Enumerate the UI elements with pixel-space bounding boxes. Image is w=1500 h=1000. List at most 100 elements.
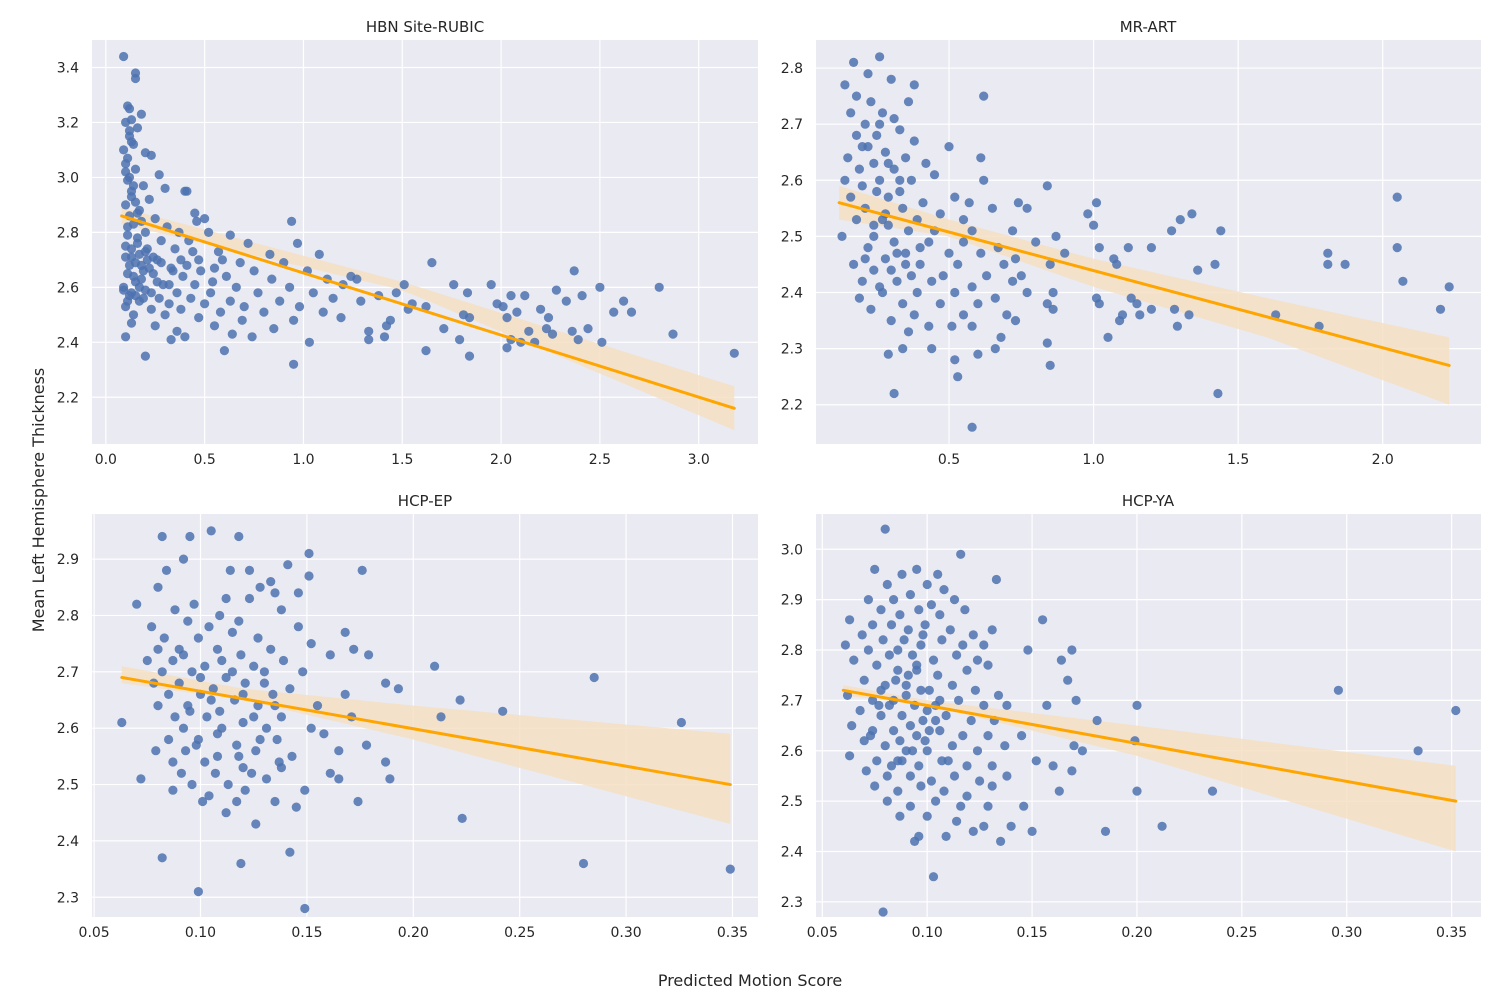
scatter-point	[947, 741, 958, 751]
scatter-point	[949, 771, 960, 781]
scatter-point	[193, 633, 203, 643]
scatter-point	[938, 271, 948, 281]
y-tick-label: 2.4	[57, 834, 79, 850]
scatter-point	[892, 248, 902, 258]
scatter-point	[960, 605, 970, 615]
scatter-point	[1067, 766, 1077, 776]
scatter-point	[136, 274, 146, 284]
y-tick-label: 2.6	[781, 173, 803, 189]
scatter-point	[176, 255, 186, 265]
scatter-point	[947, 321, 957, 331]
scatter-point	[968, 826, 978, 837]
scatter-point	[427, 258, 437, 268]
scatter-point	[1063, 675, 1073, 685]
y-tick-label: 2.3	[781, 342, 803, 358]
scatter-point	[318, 307, 328, 317]
scatter-point	[421, 302, 431, 312]
scatter-point	[891, 675, 901, 685]
scatter-point	[872, 660, 882, 670]
scatter-point	[379, 332, 390, 342]
scatter-point	[153, 582, 163, 592]
scatter-point	[935, 299, 945, 309]
scatter-point	[209, 321, 220, 331]
scatter-point	[849, 57, 859, 67]
scatter-point	[153, 701, 163, 711]
scatter-point	[912, 564, 922, 575]
scatter-point	[901, 690, 911, 701]
scatter-point	[1115, 316, 1125, 326]
scatter-point	[189, 599, 199, 609]
scatter-point	[168, 266, 178, 276]
scatter-point	[393, 684, 403, 694]
scatter-point	[293, 622, 303, 632]
scatter-point	[200, 299, 210, 309]
scatter-point	[1069, 741, 1079, 751]
scatter-point	[937, 635, 947, 645]
scatter-point	[855, 705, 865, 716]
x-tick-label: 0.5	[194, 452, 216, 468]
y-tick-label: 2.6	[57, 280, 79, 296]
scatter-point	[1008, 276, 1018, 286]
scatter-point	[916, 685, 926, 695]
y-tick-label: 2.8	[781, 61, 803, 77]
scatter-point	[905, 771, 916, 781]
scatter-point	[937, 756, 947, 766]
scatter-point	[283, 560, 293, 570]
scatter-point	[866, 304, 876, 314]
scatter-point	[270, 796, 280, 807]
scatter-point	[954, 695, 964, 706]
y-tick-label: 2.6	[781, 744, 803, 760]
scatter-point	[381, 321, 392, 331]
scatter-point	[1042, 299, 1052, 309]
panel-hcp-ep: HCP-EP 0.05 0.10 0.15 0.20 0.25 0.30 0.35 2.3 2.…	[57, 492, 758, 941]
scatter-point	[314, 249, 324, 259]
scatter-point	[926, 600, 937, 610]
scatter-point	[1126, 293, 1136, 303]
scatter-point	[178, 723, 189, 733]
scatter-point	[953, 259, 963, 269]
scatter-point	[1083, 209, 1093, 219]
scatter-point	[178, 271, 188, 281]
scatter-point	[150, 321, 160, 331]
scatter-point	[182, 260, 192, 270]
scatter-point	[157, 853, 167, 863]
scatter-point	[144, 194, 154, 204]
scatter-point	[895, 610, 905, 620]
scatter-point	[863, 243, 873, 253]
scatter-point	[875, 119, 885, 129]
x-tick-label: 1.5	[1227, 452, 1249, 468]
scatter-point	[912, 660, 922, 670]
scatter-point	[901, 248, 911, 258]
scatter-point	[157, 667, 167, 677]
panel-title: MR-ART	[1120, 18, 1177, 36]
scatter-point	[232, 796, 242, 807]
scatter-point	[668, 329, 678, 339]
scatter-point	[235, 258, 245, 268]
scatter-point	[868, 695, 878, 706]
scatter-point	[924, 685, 934, 695]
scatter-point	[983, 731, 993, 741]
scatter-point	[897, 569, 907, 580]
scatter-point	[196, 266, 206, 276]
scatter-point	[979, 821, 989, 831]
scatter-point	[884, 700, 895, 711]
y-tick-label: 2.7	[781, 693, 803, 709]
scatter-point	[1045, 259, 1055, 269]
scatter-point	[843, 153, 853, 163]
scatter-point	[247, 332, 257, 342]
scatter-point	[352, 274, 362, 284]
scatter-point	[212, 729, 223, 739]
scatter-point	[172, 326, 182, 336]
scatter-point	[385, 774, 395, 784]
scatter-point	[357, 565, 367, 576]
panel-title: HCP-EP	[398, 492, 452, 510]
scatter-point	[119, 282, 129, 292]
scatter-point	[952, 650, 962, 660]
scatter-point	[880, 524, 890, 534]
x-tick-label: 1.0	[292, 452, 314, 468]
scatter-point	[210, 768, 220, 778]
scatter-point	[861, 766, 871, 776]
scatter-point	[964, 198, 974, 208]
y-tick-label: 2.3	[57, 890, 79, 906]
scatter-point	[306, 723, 316, 733]
